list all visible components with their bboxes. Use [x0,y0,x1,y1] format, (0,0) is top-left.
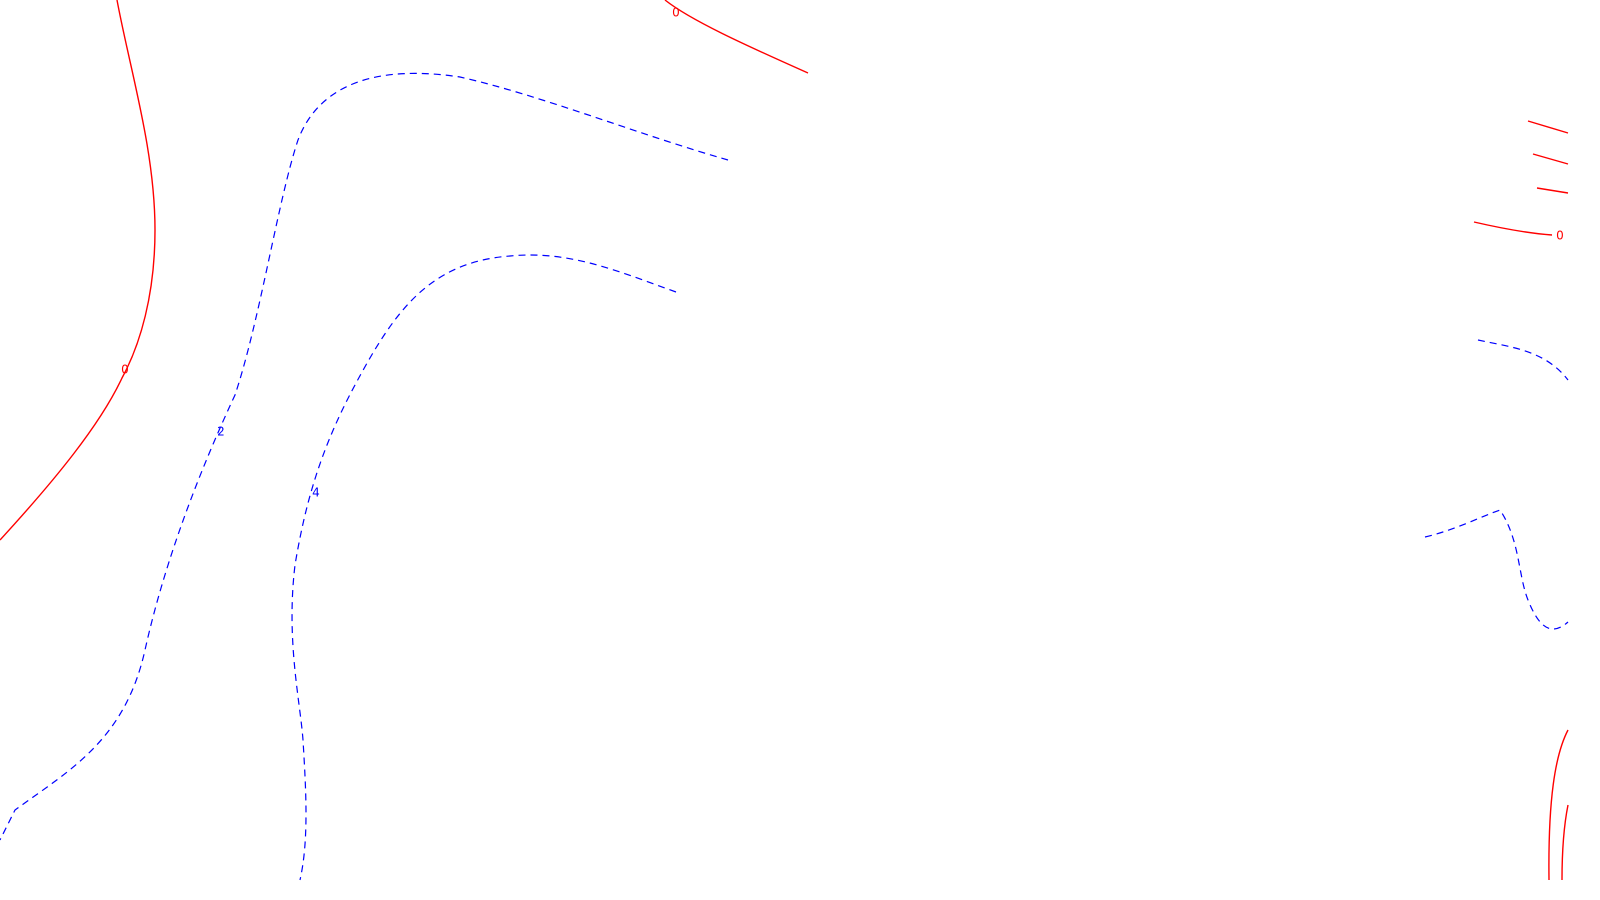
contour-label-zero-top: 0 [672,6,680,20]
solid-contour-left [0,0,156,541]
dashed-contour-right-b [1424,509,1569,630]
solid-contour-bottom-right-inner [1561,804,1569,881]
solid-contour-right-d [1473,221,1553,236]
dashed-contour-2 [0,72,729,841]
contour-label-zero-right: 0 [1556,229,1564,243]
solid-contour-right-b [1532,153,1569,165]
contour-labels: 0 0 0 2 4 [121,6,1564,500]
solid-contour-top [664,0,809,74]
solid-contours [0,0,1569,881]
contour-label-zero-left: 0 [121,363,129,377]
dashed-contour-right-a [1477,339,1569,381]
contour-label-two-left: 2 [217,425,225,439]
solid-contour-right-a [1527,120,1569,134]
contour-label-four-left: 4 [312,486,320,500]
solid-contour-right-c [1536,187,1569,194]
solid-contour-bottom-right [1548,729,1569,881]
dashed-contour-4 [291,254,677,881]
dashed-contours [0,72,1569,881]
